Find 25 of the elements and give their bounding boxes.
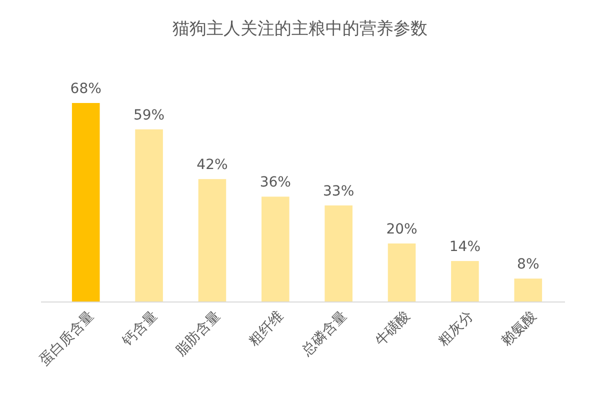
- x-tick-label: 钙含量: [118, 308, 161, 350]
- x-tick-label: 牛磺酸: [372, 308, 414, 350]
- bar: [135, 129, 163, 302]
- x-tick-label: 蛋白质含量: [36, 308, 98, 370]
- data-label: 8%: [517, 256, 540, 273]
- bar: [72, 103, 100, 302]
- bar: [324, 205, 352, 302]
- data-label: 59%: [133, 107, 165, 124]
- bar: [388, 243, 416, 302]
- data-label: 68%: [70, 81, 102, 97]
- x-tick-label: 赖氨酸: [498, 308, 540, 350]
- data-label: 36%: [260, 174, 291, 191]
- data-label: 33%: [323, 183, 354, 200]
- x-tick-label: 脂肪含量: [172, 308, 224, 360]
- data-label: 42%: [196, 157, 228, 174]
- bar: [514, 278, 542, 302]
- bar: [198, 179, 226, 302]
- bar: [262, 196, 290, 302]
- bar: [451, 261, 479, 302]
- data-label: 20%: [386, 221, 418, 238]
- data-label: 14%: [449, 239, 481, 256]
- chart-title: 猫狗主人关注的主粮中的营养参数: [172, 19, 428, 39]
- x-tick-label: 总磷含量: [298, 308, 350, 360]
- x-tick-label: 粗纤维: [246, 308, 287, 350]
- x-tick-label: 粗灰分: [435, 308, 476, 350]
